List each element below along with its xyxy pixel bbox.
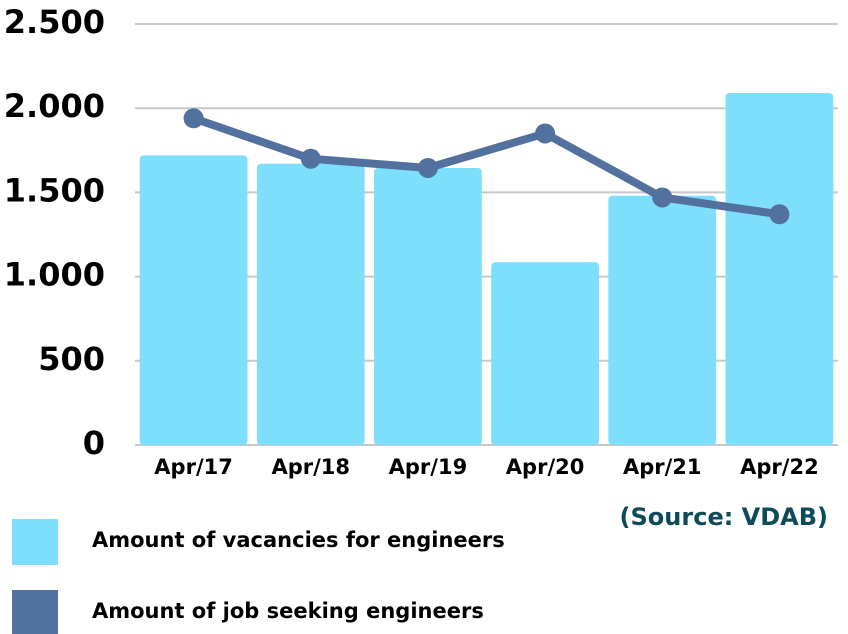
x-tick-label: Apr/18	[271, 455, 350, 479]
line-point	[652, 187, 673, 208]
bar	[139, 155, 248, 446]
bar	[608, 195, 717, 445]
y-tick-label: 2.000	[4, 87, 105, 125]
line-point	[769, 204, 790, 225]
x-tick-label: Apr/17	[154, 455, 233, 479]
line-point	[535, 123, 556, 144]
y-tick-label: 500	[38, 340, 105, 378]
annotation: (Source: VDAB)	[620, 503, 828, 531]
y-tick-label: 2.500	[4, 3, 105, 41]
y-tick-label: 0	[83, 424, 105, 462]
legend-swatch	[12, 519, 58, 565]
bar	[256, 163, 365, 445]
y-tick-label: 1.000	[4, 256, 105, 294]
x-tick-label: Apr/20	[506, 455, 585, 479]
y-tick-label: 1.500	[4, 171, 105, 209]
line	[192, 114, 780, 219]
line-point	[417, 157, 438, 178]
x-tick-label: Apr/21	[623, 455, 702, 479]
bar	[725, 93, 834, 445]
legend-label: Amount of job seeking engineers	[92, 599, 484, 623]
line-point	[183, 108, 204, 129]
legend-swatch	[12, 590, 58, 634]
x-tick-label: Apr/19	[389, 455, 468, 479]
x-tick-label: Apr/22	[740, 455, 819, 479]
bar	[491, 262, 599, 445]
bar	[374, 167, 482, 445]
line-point	[300, 148, 321, 169]
legend-label: Amount of vacancies for engineers	[92, 528, 505, 552]
